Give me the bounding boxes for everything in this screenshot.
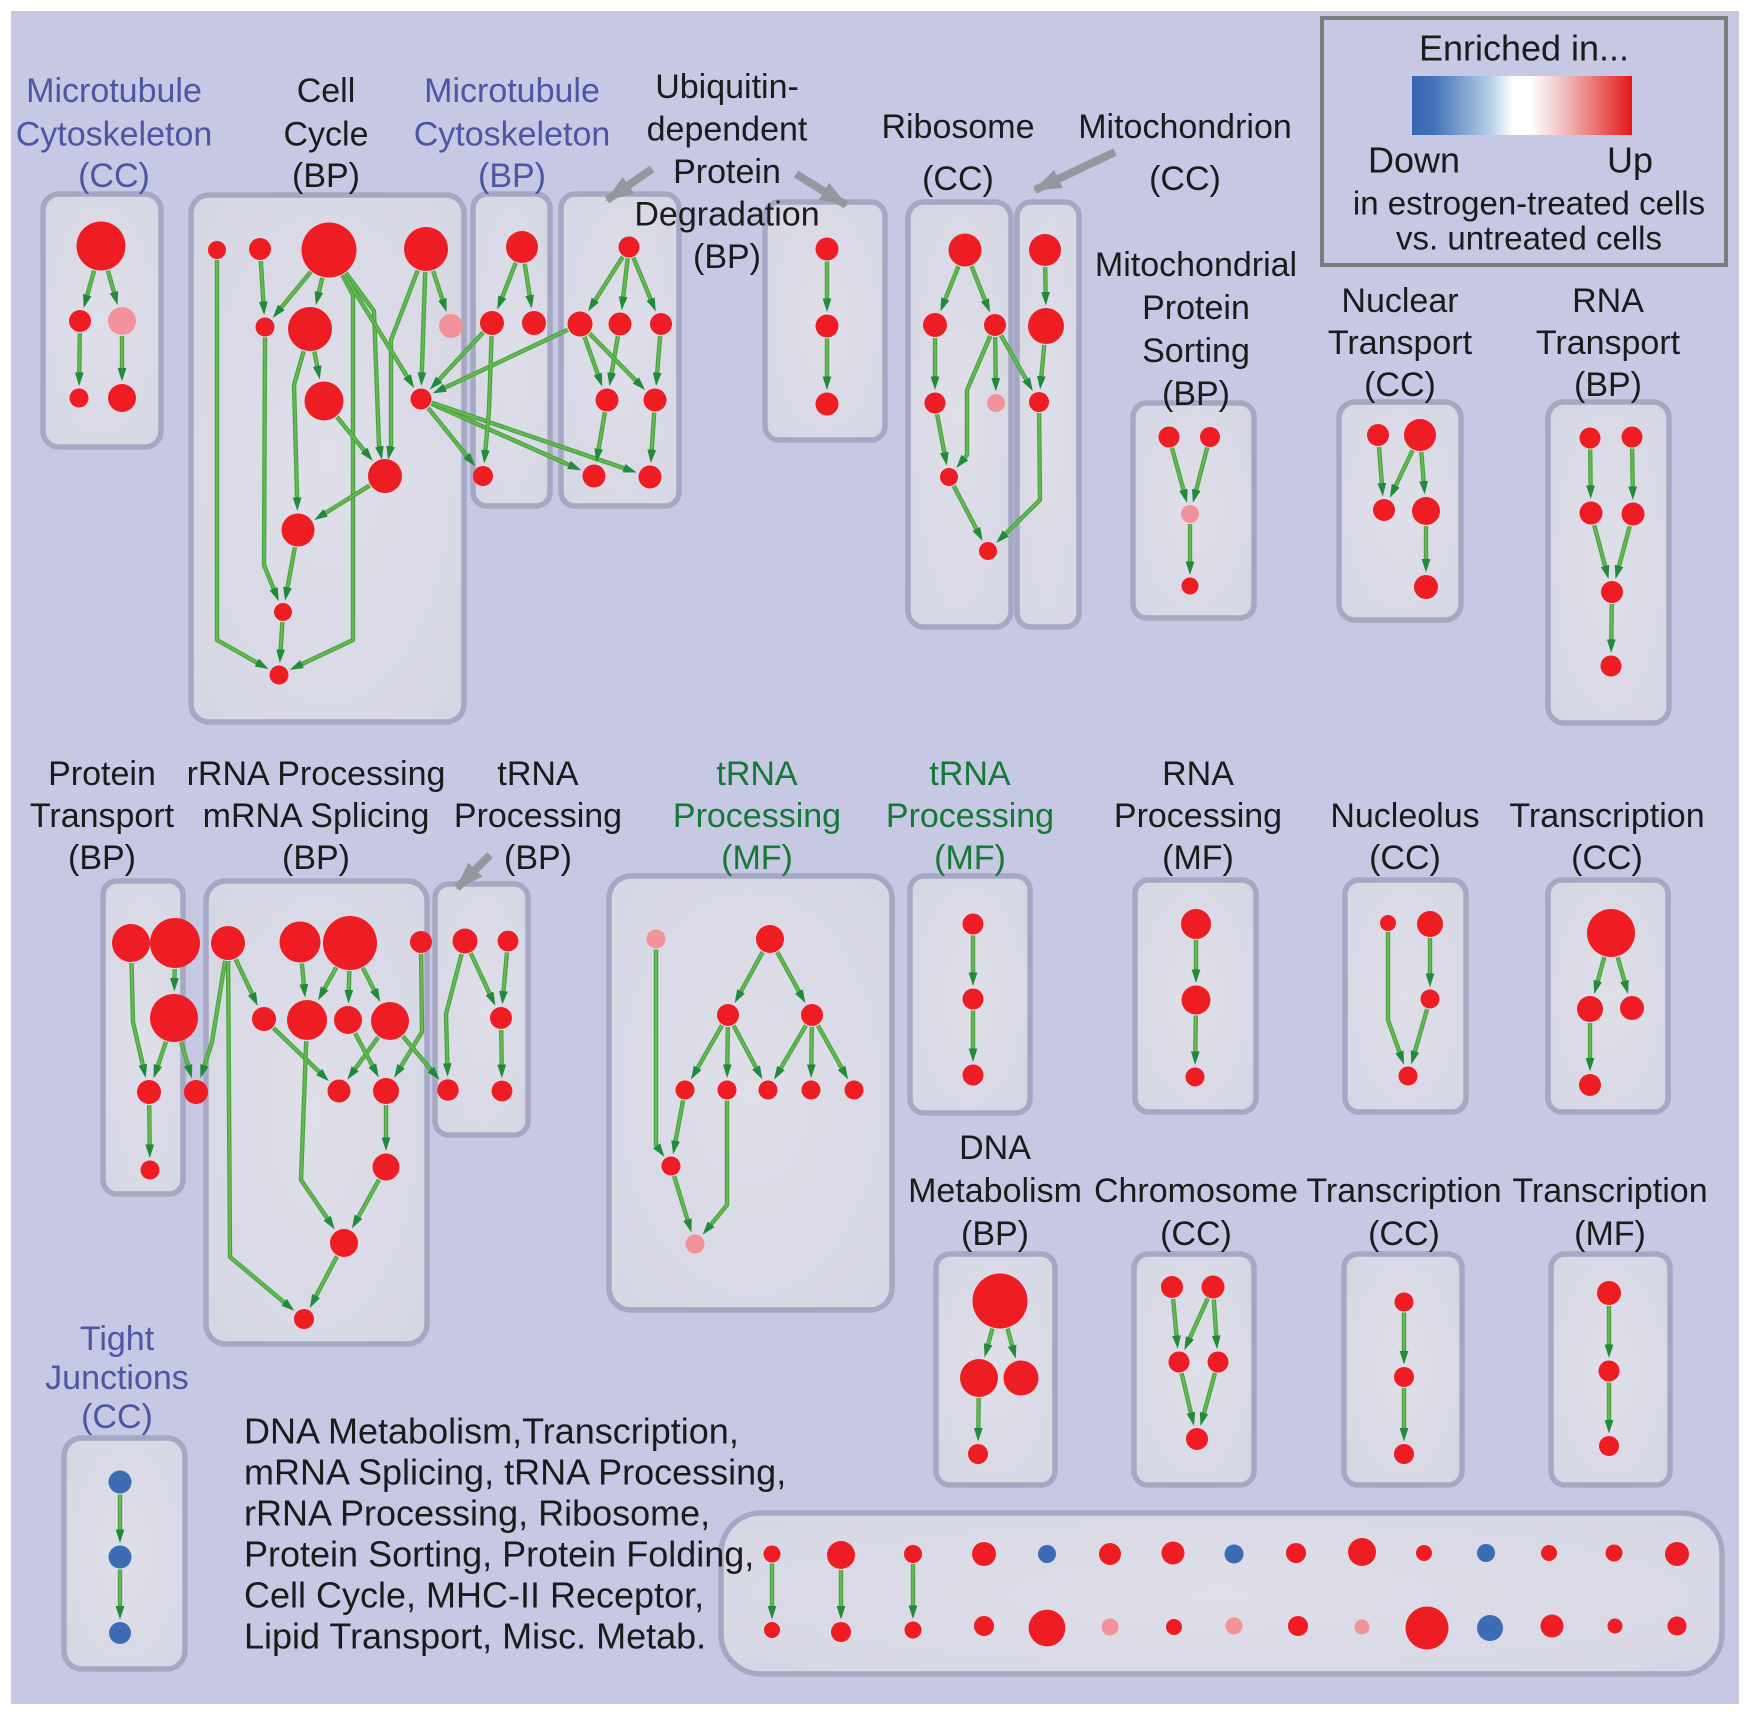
- svg-text:Tight: Tight: [80, 1320, 155, 1358]
- svg-text:Lipid Transport, Misc. Metab.: Lipid Transport, Misc. Metab.: [244, 1616, 706, 1657]
- svg-text:rRNA Processing, Ribosome,: rRNA Processing, Ribosome,: [244, 1493, 710, 1534]
- svg-text:Mitochondrial: Mitochondrial: [1095, 246, 1297, 284]
- svg-text:Up: Up: [1607, 140, 1653, 181]
- svg-text:Cytoskeleton: Cytoskeleton: [414, 116, 611, 154]
- svg-text:Ribosome: Ribosome: [881, 108, 1034, 146]
- svg-text:tRNA: tRNA: [716, 755, 798, 793]
- svg-text:tRNA: tRNA: [497, 755, 579, 793]
- svg-text:Cell: Cell: [297, 72, 356, 110]
- svg-text:Processing: Processing: [454, 797, 622, 835]
- svg-text:(BP): (BP): [478, 157, 546, 195]
- svg-text:Transcription: Transcription: [1306, 1172, 1501, 1210]
- svg-text:(CC): (CC): [1364, 366, 1436, 404]
- svg-text:Cell Cycle, MHC-II Receptor,: Cell Cycle, MHC-II Receptor,: [244, 1575, 704, 1616]
- svg-text:Ubiquitin-: Ubiquitin-: [655, 68, 799, 106]
- svg-text:(CC): (CC): [1160, 1215, 1232, 1253]
- svg-text:vs. untreated cells: vs. untreated cells: [1396, 220, 1662, 257]
- svg-text:Junctions: Junctions: [45, 1359, 189, 1397]
- svg-text:Protein: Protein: [48, 755, 156, 793]
- svg-text:Microtubule: Microtubule: [26, 72, 202, 110]
- svg-text:(BP): (BP): [1162, 375, 1230, 413]
- svg-text:Nuclear: Nuclear: [1341, 282, 1458, 320]
- svg-text:Microtubule: Microtubule: [424, 72, 600, 110]
- svg-text:(CC): (CC): [1571, 839, 1643, 877]
- svg-text:(MF): (MF): [1162, 839, 1234, 877]
- svg-text:RNA: RNA: [1162, 755, 1234, 793]
- svg-text:(MF): (MF): [934, 839, 1006, 877]
- svg-text:in estrogen-treated cells: in estrogen-treated cells: [1353, 185, 1705, 222]
- svg-text:(BP): (BP): [1574, 366, 1642, 404]
- svg-text:Protein: Protein: [1142, 289, 1250, 327]
- svg-text:(BP): (BP): [282, 839, 350, 877]
- svg-text:RNA: RNA: [1572, 282, 1644, 320]
- svg-text:(BP): (BP): [693, 238, 761, 276]
- svg-text:Transcription: Transcription: [1509, 797, 1704, 835]
- svg-text:Cycle: Cycle: [283, 116, 368, 154]
- svg-text:(MF): (MF): [1574, 1215, 1646, 1253]
- svg-text:mRNA Splicing, tRNA Processing: mRNA Splicing, tRNA Processing,: [244, 1452, 786, 1493]
- svg-text:(CC): (CC): [1368, 1215, 1440, 1253]
- svg-text:Chromosome: Chromosome: [1094, 1172, 1298, 1210]
- svg-text:Transport: Transport: [1328, 324, 1473, 362]
- svg-text:(CC): (CC): [1369, 839, 1441, 877]
- svg-text:rRNA Processing: rRNA Processing: [187, 755, 446, 793]
- svg-text:mRNA Splicing: mRNA Splicing: [203, 797, 430, 835]
- svg-text:(MF): (MF): [721, 839, 793, 877]
- svg-text:(BP): (BP): [961, 1215, 1029, 1253]
- svg-text:Processing: Processing: [673, 797, 841, 835]
- svg-text:DNA Metabolism,Transcription,: DNA Metabolism,Transcription,: [244, 1411, 739, 1452]
- svg-text:Transcription: Transcription: [1512, 1172, 1707, 1210]
- svg-text:Processing: Processing: [886, 797, 1054, 835]
- svg-text:tRNA: tRNA: [929, 755, 1011, 793]
- svg-text:Protein: Protein: [673, 153, 781, 191]
- svg-text:(CC): (CC): [1149, 160, 1221, 198]
- svg-text:dependent: dependent: [647, 111, 808, 149]
- svg-text:(BP): (BP): [292, 157, 360, 195]
- svg-text:DNA: DNA: [959, 1129, 1031, 1167]
- svg-text:Transport: Transport: [30, 797, 175, 835]
- svg-text:Protein Sorting, Protein Foldi: Protein Sorting, Protein Folding,: [244, 1534, 754, 1575]
- svg-text:Mitochondrion: Mitochondrion: [1078, 108, 1292, 146]
- svg-text:Sorting: Sorting: [1142, 332, 1250, 370]
- svg-text:(BP): (BP): [68, 839, 136, 877]
- svg-text:(CC): (CC): [922, 160, 994, 198]
- svg-text:Degradation: Degradation: [634, 196, 819, 234]
- svg-text:Processing: Processing: [1114, 797, 1282, 835]
- svg-text:Down: Down: [1368, 140, 1460, 181]
- svg-text:(CC): (CC): [78, 157, 150, 195]
- svg-text:Metabolism: Metabolism: [908, 1172, 1082, 1210]
- svg-text:(BP): (BP): [504, 839, 572, 877]
- svg-text:Nucleolus: Nucleolus: [1330, 797, 1479, 835]
- svg-text:Cytoskeleton: Cytoskeleton: [16, 116, 213, 154]
- svg-text:(CC): (CC): [81, 1398, 153, 1436]
- svg-text:Transport: Transport: [1536, 324, 1681, 362]
- svg-text:Enriched in...: Enriched in...: [1419, 28, 1629, 69]
